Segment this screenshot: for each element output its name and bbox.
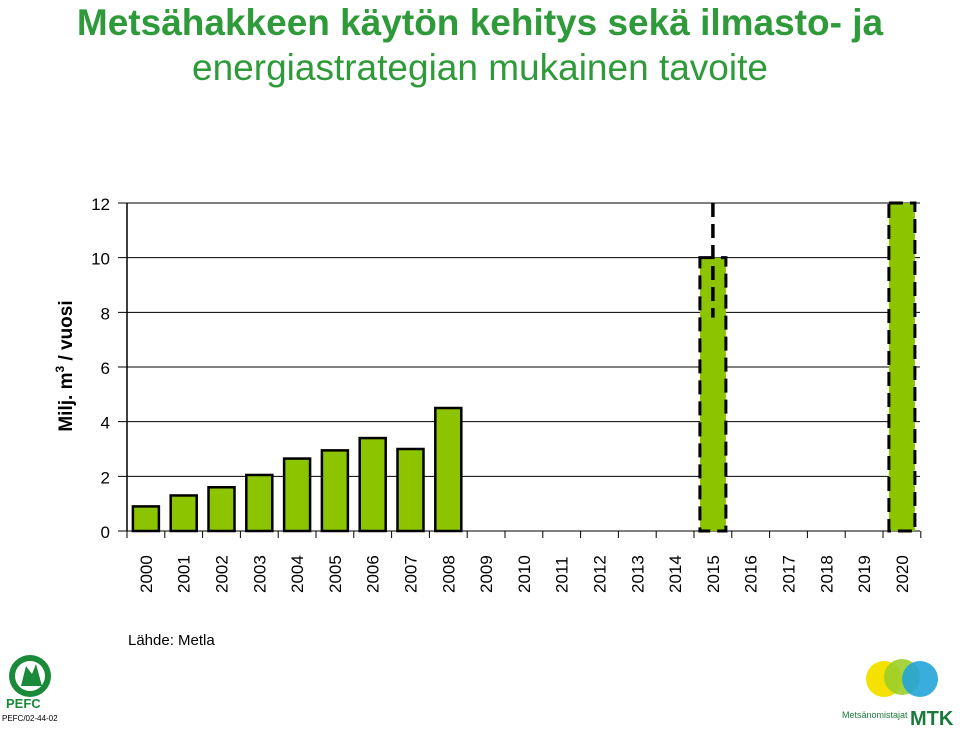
pefc-logo-text: PEFC [6,696,41,711]
source-note: Lähde: Metla [128,632,215,649]
mtk-org-text: Metsänomistajat [842,710,908,720]
x-tick-label-2000: 2000 [137,555,156,593]
y-axis-label: Milj. m3 / vuosi [53,300,77,431]
target-bar-2020 [887,201,917,533]
x-tick-label-2016: 2016 [742,555,761,593]
grid-lines [118,202,922,538]
y-axis-label-sup: 3 [53,366,67,373]
x-tick-label-2020: 2020 [893,555,912,593]
x-tick-label-2017: 2017 [780,555,799,593]
pefc-logo: PEFC [6,655,51,711]
x-tick-label-2009: 2009 [477,555,496,593]
y-tick-label: 0 [101,523,110,542]
bar-2005 [320,449,350,533]
mtk-logo-text: MTK [910,708,954,730]
x-tick-label-2002: 2002 [213,555,232,593]
x-tick-label-2007: 2007 [402,555,421,593]
x-tick-label-2004: 2004 [288,555,307,593]
x-tick-label-2015: 2015 [704,555,723,593]
x-tick-label-2019: 2019 [855,555,874,593]
x-tick-labels: 2000 2001 2002 2003 2004 2005 2006 2007 2008 2009… [137,555,912,593]
x-tick-label-2003: 2003 [250,555,269,593]
x-tick-label-2010: 2010 [515,555,534,593]
x-tick-label-2012: 2012 [591,555,610,593]
pefc-code: PEFC/02-44-02 [2,714,58,723]
x-tick-label-2008: 2008 [439,555,458,593]
bar-2004 [282,457,312,533]
y-tick-label: 8 [101,304,110,323]
bar-2008 [434,406,463,533]
x-tick-label-2005: 2005 [326,555,345,593]
x-tick-label-2011: 2011 [553,556,572,593]
chart-title: Metsähakkeen käytön kehitys sekä ilmasto… [0,0,960,90]
bar-2000 [131,505,161,533]
mtk-logo: Metsänomistajat MTK [842,659,954,730]
y-tick-label: 12 [91,195,110,214]
x-tick-label-2014: 2014 [666,555,685,593]
x-tick-label-2006: 2006 [364,555,383,593]
x-tick-label-2018: 2018 [817,555,836,593]
x-tick-label-2013: 2013 [628,555,647,593]
y-tick-label: 10 [91,250,110,269]
x-tick-label-2001: 2001 [175,555,194,593]
bar-2002 [207,486,236,533]
y-axis-label-main: Milj. m [56,373,77,432]
title-line-2: energiastrategian mukainen tavoite [192,47,768,88]
y-axis-label-tail: / vuosi [56,300,77,365]
bar-2003 [245,473,274,533]
y-tick-label: 2 [101,468,110,487]
title-line-1: Metsähakkeen käytön kehitys sekä ilmasto… [76,2,884,43]
bar-2001 [169,494,198,533]
y-tick-labels: 0 2 4 6 8 10 12 [91,195,110,542]
bar-2007 [396,447,425,533]
y-tick-label: 4 [101,414,110,433]
bars [131,201,917,533]
bar-2006 [358,436,387,533]
y-tick-label: 6 [101,359,110,378]
